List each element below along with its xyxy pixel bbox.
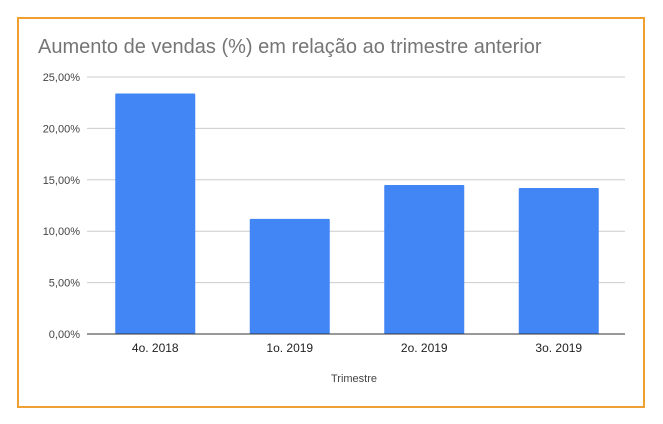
bar [384,184,465,334]
y-tick-label: 10,00% [43,226,81,238]
bar [115,93,196,334]
y-tick-label: 0,00% [49,329,80,341]
y-tick-label: 15,00% [43,175,81,187]
chart-title: Aumento de vendas (%) em relação ao trim… [38,36,542,58]
x-tick-label: 2o. 2019 [401,341,448,355]
x-axis-label: Trimestre [331,373,377,385]
y-tick-label: 25,00% [43,72,81,84]
x-tick-label: 4o. 2018 [132,341,179,355]
y-tick-label: 5,00% [49,278,80,290]
x-tick-label: 3o. 2019 [535,341,582,355]
y-tick-label: 20,00% [43,123,81,135]
bar [518,188,599,334]
x-tick-label: 1o. 2019 [266,341,313,355]
bar [249,218,330,334]
